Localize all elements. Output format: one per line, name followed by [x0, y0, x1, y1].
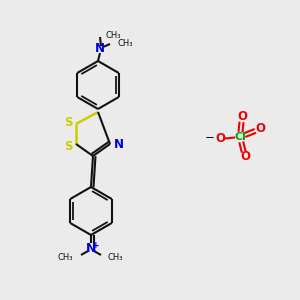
Text: O: O: [240, 151, 250, 164]
Text: CH₃: CH₃: [57, 253, 73, 262]
Text: CH₃: CH₃: [107, 253, 123, 262]
Text: O: O: [255, 122, 265, 136]
Text: S: S: [64, 140, 72, 152]
Text: O: O: [237, 110, 247, 124]
Text: N: N: [86, 242, 96, 256]
Text: O: O: [215, 133, 225, 146]
Text: CH₃: CH₃: [105, 31, 121, 40]
Text: +: +: [92, 242, 100, 250]
Text: Cl: Cl: [234, 132, 246, 142]
Text: N: N: [95, 43, 105, 56]
Text: N: N: [114, 137, 124, 151]
Text: −: −: [205, 131, 215, 145]
Text: S: S: [64, 116, 72, 130]
Text: CH₃: CH₃: [117, 38, 133, 47]
